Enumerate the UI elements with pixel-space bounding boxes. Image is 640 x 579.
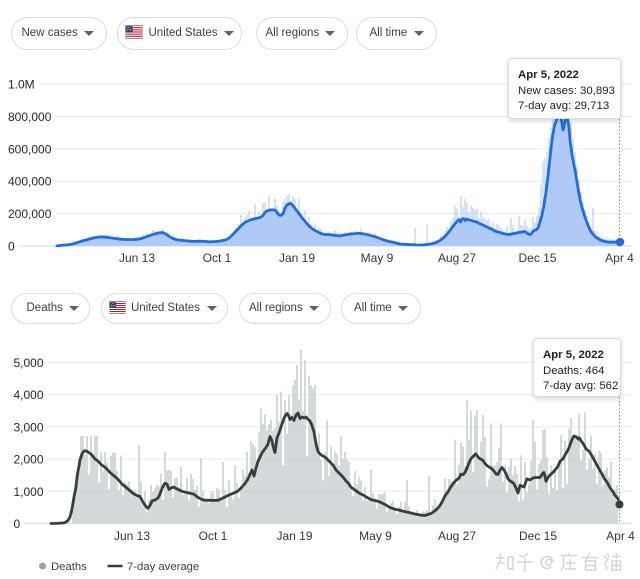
- svg-text:1,000: 1,000: [14, 485, 44, 499]
- svg-text:4,000: 4,000: [14, 388, 44, 402]
- svg-text:800,000: 800,000: [8, 110, 52, 124]
- svg-text:Aug 27: Aug 27: [438, 251, 476, 265]
- svg-text:7-day average: 7-day average: [127, 561, 199, 573]
- svg-text:Jan 19: Jan 19: [276, 529, 312, 543]
- svg-text:Oct 1: Oct 1: [199, 529, 228, 543]
- svg-text:5,000: 5,000: [14, 356, 44, 370]
- svg-text:Apr 4: Apr 4: [606, 529, 635, 543]
- svg-text:0: 0: [14, 517, 21, 531]
- svg-text:2,000: 2,000: [14, 453, 44, 467]
- svg-text:May 9: May 9: [361, 251, 394, 265]
- svg-text:Dec 15: Dec 15: [518, 251, 556, 265]
- svg-text:Jun 13: Jun 13: [114, 529, 150, 543]
- svg-text:0: 0: [8, 240, 15, 254]
- svg-text:Oct 1: Oct 1: [203, 251, 232, 265]
- svg-text:Apr 4: Apr 4: [605, 251, 634, 265]
- svg-text:Jun 13: Jun 13: [119, 251, 155, 265]
- svg-text:Dec 15: Dec 15: [519, 529, 557, 543]
- svg-text:400,000: 400,000: [8, 175, 52, 189]
- svg-text:3,000: 3,000: [14, 420, 44, 434]
- svg-text:Aug 27: Aug 27: [438, 529, 476, 543]
- svg-text:Jan 19: Jan 19: [279, 251, 315, 265]
- svg-text:Deaths: Deaths: [51, 561, 87, 573]
- svg-text:600,000: 600,000: [8, 142, 52, 156]
- svg-text:May 9: May 9: [359, 529, 392, 543]
- svg-text:1.0M: 1.0M: [8, 78, 35, 92]
- svg-text:200,000: 200,000: [8, 207, 52, 221]
